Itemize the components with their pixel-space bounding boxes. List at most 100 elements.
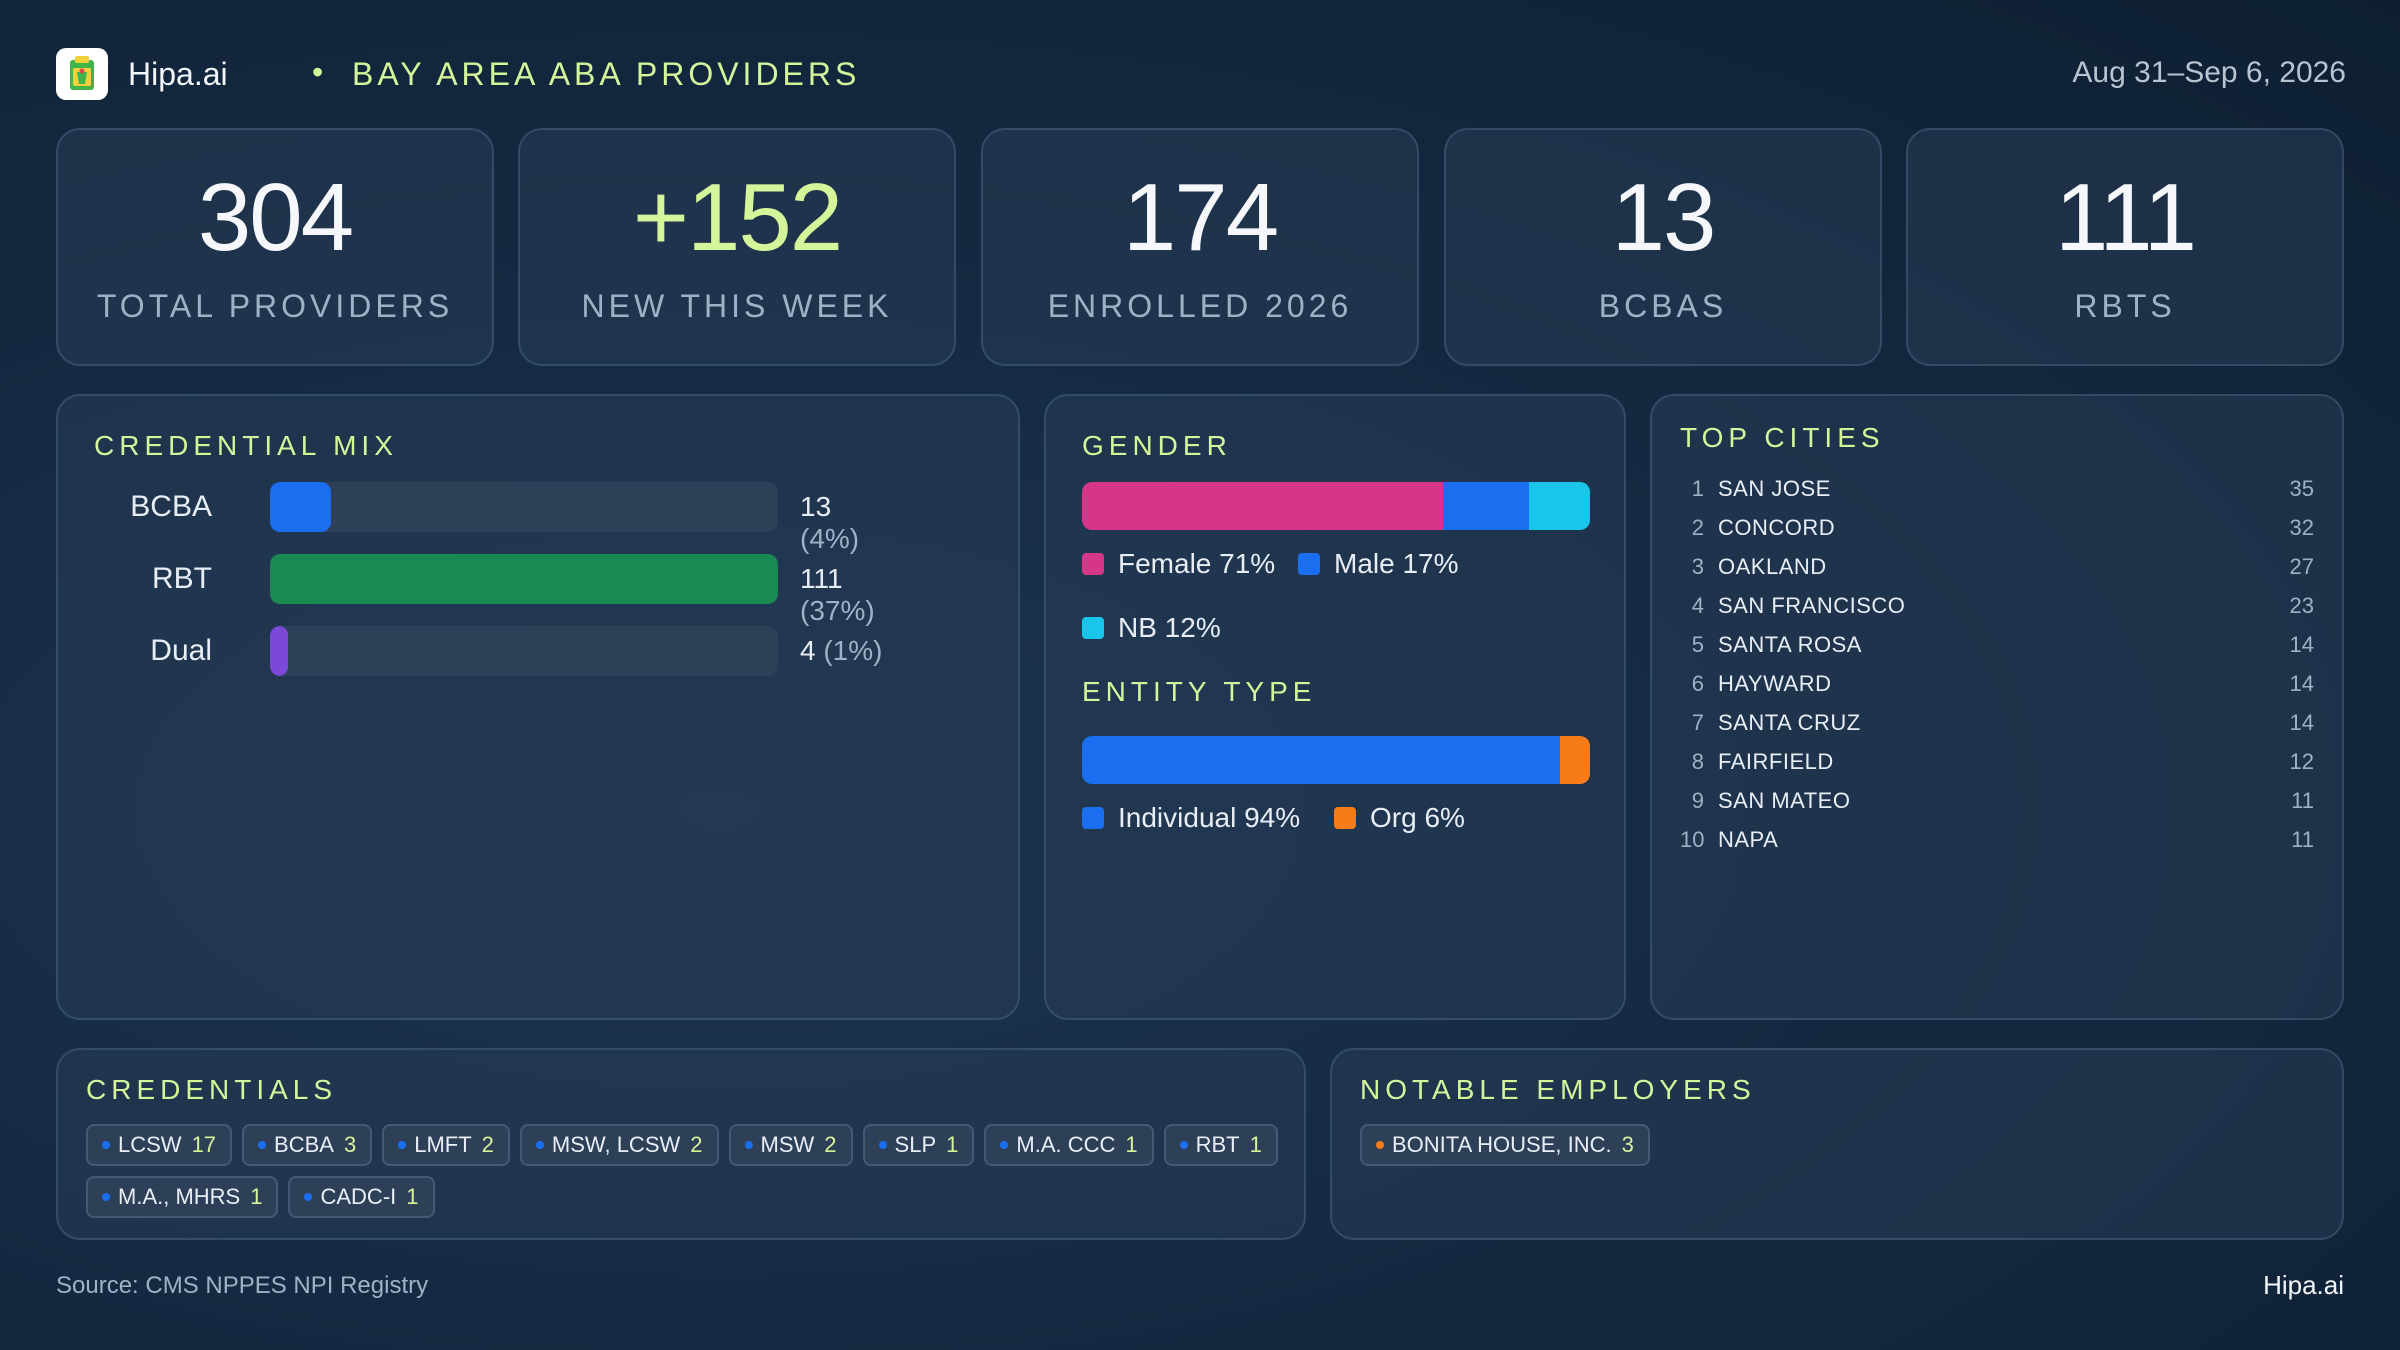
stack-segment — [1082, 736, 1560, 784]
credentials-chip: BCBA 3 — [242, 1124, 373, 1166]
city-count: 12 — [2289, 749, 2314, 774]
city-count: 32 — [2289, 515, 2314, 540]
stack-segment — [1529, 482, 1590, 530]
credential-mix-row-rbt: RBT 111 (37%) — [94, 554, 894, 626]
credential-mix-row-dual: Dual 4 (1%) — [94, 626, 894, 676]
city-row: 1 SAN JOSE 35 — [1680, 476, 2314, 506]
legend-nb: NB 12% — [1082, 612, 1221, 644]
bar-label: Dual — [150, 634, 212, 667]
credentials-chip: RBT 1 — [1163, 1124, 1278, 1166]
city-name: OAKLAND — [1718, 554, 1827, 579]
gender-entity-panel: GENDER Female 71% Male 17% NB 12% ENTITY… — [1044, 394, 1626, 1020]
city-rank: 1 — [1691, 476, 1704, 501]
header: Hipa.ai • BAY AREA ABA PROVIDERS Aug 31–… — [56, 46, 2346, 102]
city-name: SAN JOSE — [1718, 476, 1831, 501]
city-count: 14 — [2289, 710, 2314, 735]
chip-dot — [258, 1141, 267, 1149]
city-rank: 4 — [1691, 593, 1704, 618]
bar-label: RBT — [152, 562, 212, 595]
city-row: 5 SANTA ROSA 14 — [1680, 632, 2314, 662]
chip-label: LCSW — [118, 1132, 182, 1157]
bar-value: 111 (37%) — [800, 563, 875, 626]
legend-male: Male 17% — [1298, 548, 1459, 580]
chip-dot — [1179, 1141, 1188, 1149]
city-rank: 8 — [1691, 749, 1704, 774]
city-name: SAN FRANCISCO — [1718, 593, 1906, 618]
legend-swatch — [1082, 617, 1104, 639]
legend-swatch — [1082, 553, 1104, 575]
header-separator: • — [312, 54, 324, 90]
chip-label: CADC-I — [320, 1184, 397, 1209]
chip-count: 1 — [946, 1132, 959, 1157]
chip-label: RBT — [1195, 1132, 1240, 1157]
legend-female: Female 71% — [1082, 548, 1275, 580]
city-name: SANTA CRUZ — [1718, 710, 1861, 735]
stat-value: 174 — [1122, 164, 1279, 271]
chip-dot — [744, 1141, 753, 1149]
city-row: 6 HAYWARD 14 — [1680, 671, 2314, 701]
chip-dot — [304, 1193, 313, 1201]
chip-count: 1 — [1125, 1132, 1138, 1157]
section-title: NOTABLE EMPLOYERS — [1360, 1074, 1756, 1105]
chip-label: SLP — [894, 1132, 937, 1157]
credentials-chip: CADC-I 1 — [288, 1176, 435, 1218]
city-row: 4 SAN FRANCISCO 23 — [1680, 593, 2314, 623]
city-row: 9 SAN MATEO 11 — [1680, 788, 2314, 818]
city-row: 3 OAKLAND 27 — [1680, 554, 2314, 584]
city-name: SAN MATEO — [1718, 788, 1851, 813]
city-count: 11 — [2291, 788, 2314, 813]
credentials-chip: SLP 1 — [862, 1124, 975, 1166]
chip-dot — [1376, 1141, 1384, 1149]
stat-value: 304 — [197, 164, 354, 271]
employers-panel: NOTABLE EMPLOYERS BONITA HOUSE, INC. 3 — [1330, 1048, 2344, 1240]
chip-label: M.A. CCC — [1016, 1132, 1116, 1157]
stat-label: BCBAS — [1598, 288, 1728, 324]
credentials-chip: MSW, LCSW 2 — [519, 1124, 719, 1166]
city-count: 27 — [2289, 554, 2314, 579]
stat-card-new-this-week: +152 NEW THIS WEEK — [518, 128, 956, 366]
city-count: 11 — [2291, 827, 2314, 852]
stat-label: ENROLLED 2026 — [1047, 288, 1353, 324]
chip-count: 1 — [1249, 1132, 1262, 1157]
city-row: 10 NAPA 11 — [1680, 827, 2314, 857]
city-rank: 10 — [1680, 827, 1705, 852]
gender-stacked-bar — [1082, 482, 1590, 530]
stack-segment — [1559, 736, 1590, 784]
chip-count: 2 — [690, 1132, 703, 1157]
chip-dot — [398, 1141, 407, 1149]
brand-name: Hipa.ai — [128, 56, 228, 92]
stack-segment — [1082, 482, 1443, 530]
credential-mix-row-bcba: BCBA 13 (4%) — [94, 482, 894, 554]
footer-brand: Hipa.ai — [2263, 1270, 2344, 1300]
stat-card-enrolled-2026: 174 ENROLLED 2026 — [981, 128, 1419, 366]
section-title: TOP CITIES — [1680, 422, 1885, 453]
top-cities-panel: TOP CITIES 1 SAN JOSE 35 2 CONCORD 32 3 OAKLAND… — [1650, 394, 2344, 1020]
stat-card-bcbas: 13 BCBAS — [1444, 128, 1882, 366]
city-rank: 3 — [1691, 554, 1704, 579]
source-note: Source: CMS NPPES NPI Registry — [56, 1272, 429, 1299]
chip-label: MSW — [760, 1132, 815, 1157]
stat-label: RBTS — [2074, 288, 2176, 324]
credentials-panel: CREDENTIALS LCSW 17 BCBA 3 LMFT 2 MSW, LCSW 2 MS… — [56, 1048, 1306, 1240]
city-count: 23 — [2289, 593, 2314, 618]
chip-count: 3 — [1621, 1132, 1634, 1157]
stat-label: NEW THIS WEEK — [581, 288, 893, 324]
section-title: GENDER — [1082, 430, 1232, 461]
chip-count: 1 — [406, 1184, 419, 1209]
bar-fill — [270, 482, 331, 532]
city-count: 14 — [2289, 671, 2314, 696]
legend-swatch — [1334, 807, 1356, 829]
bar-label: BCBA — [130, 490, 212, 523]
chip-label: LMFT — [414, 1132, 472, 1157]
credentials-chip: LMFT 2 — [382, 1124, 510, 1166]
credentials-chip: LCSW 17 — [86, 1124, 233, 1166]
credentials-chip: MSW 2 — [728, 1124, 853, 1166]
page-title: BAY AREA ABA PROVIDERS — [352, 56, 861, 92]
bar-track — [270, 626, 778, 676]
bar-value: 4 (1%) — [800, 635, 883, 666]
chip-count: 1 — [250, 1184, 263, 1209]
legend-individual: Individual 94% — [1082, 802, 1300, 834]
credential-mix-panel: CREDENTIAL MIX BCBA 13 (4%) RBT 111 (37%… — [56, 394, 1020, 1020]
stat-value: 111 — [2055, 164, 2197, 271]
city-row: 8 FAIRFIELD 12 — [1680, 749, 2314, 779]
